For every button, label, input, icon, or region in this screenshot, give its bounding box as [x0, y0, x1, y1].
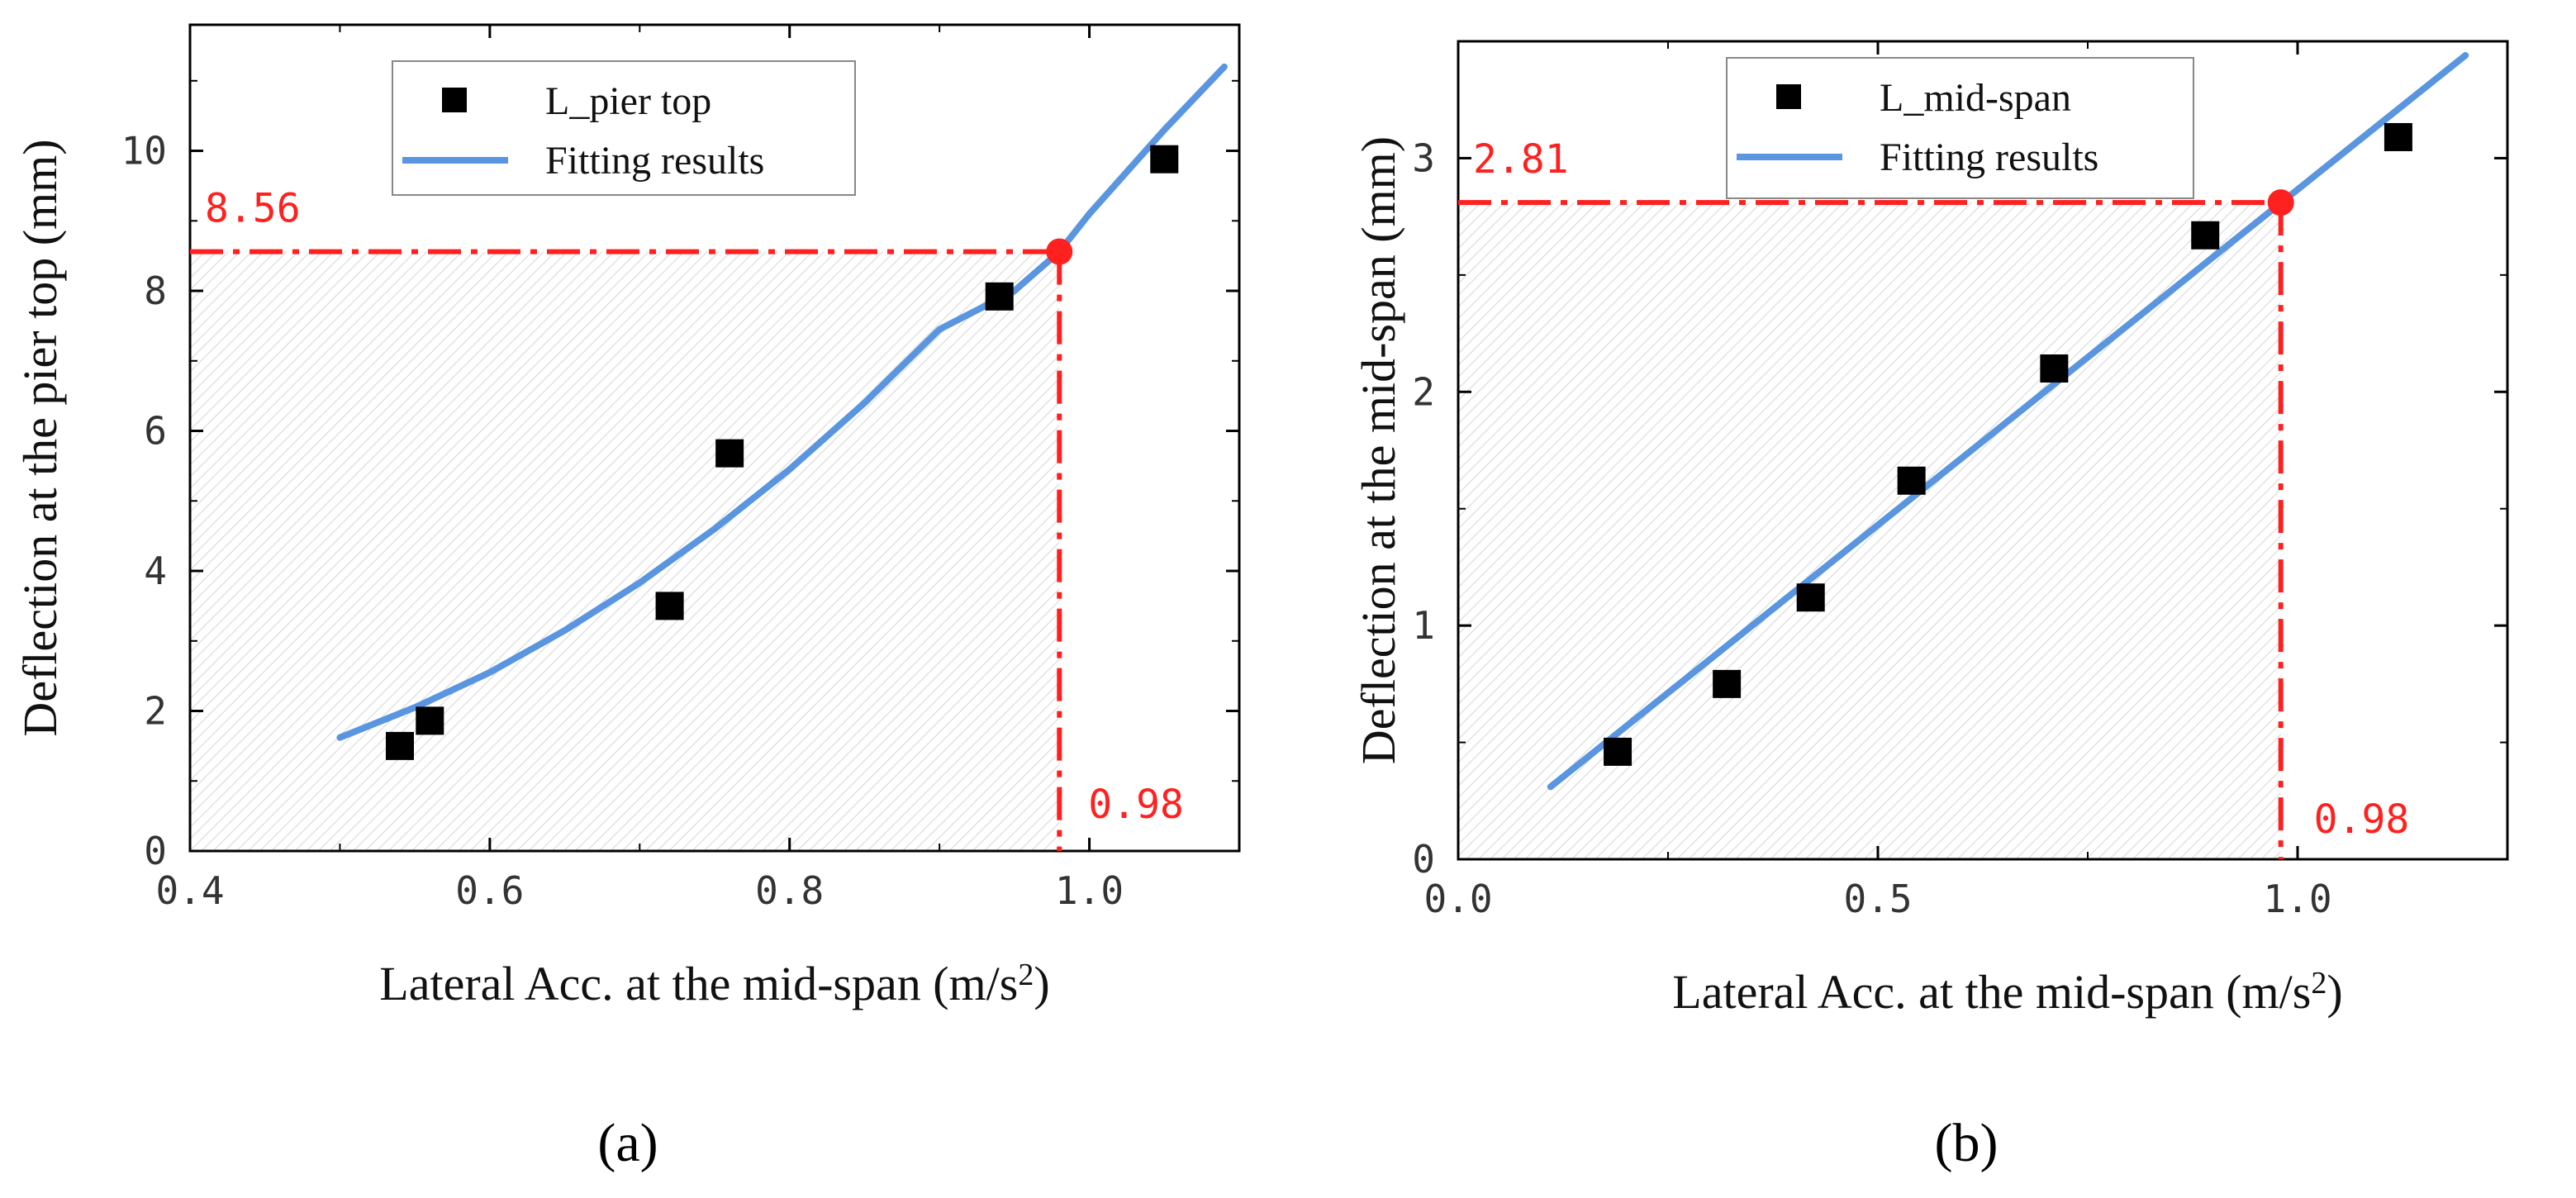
- x-tick-label: 0.4: [155, 868, 224, 913]
- data-point-marker: [655, 592, 684, 620]
- data-point-marker: [1713, 669, 1742, 698]
- y-tick-label: 1: [1412, 603, 1435, 648]
- y-tick-label: 0: [144, 829, 167, 873]
- fit-line: [336, 63, 1228, 741]
- data-point-marker: [2191, 221, 2220, 250]
- legend: L_mid-span Fitting results: [1726, 57, 2194, 199]
- legend-entry-label: L_pier top: [545, 79, 711, 123]
- y-tick-label: 10: [121, 129, 167, 174]
- x-axis-label: Lateral Acc. at the mid-span (m/s2): [1672, 965, 2342, 1019]
- x-tick-label: 0.5: [1843, 877, 1912, 921]
- legend: L_pier top Fitting results: [392, 60, 856, 196]
- data-point-marker: [985, 282, 1014, 311]
- legend-marker-swatch: [1776, 84, 1801, 109]
- x-tick-label: 0.6: [455, 868, 524, 913]
- y-tick-label: 2: [144, 689, 167, 734]
- chart-panel-a: 0.4 0.6 0.8 1.0 0 2 4 6 8 10 8.56 0.98 L_pier top Fit…: [13, 23, 1241, 1010]
- y-tick-label: 3: [1412, 135, 1435, 180]
- highlight-y-annotation: 8.56: [205, 186, 301, 232]
- data-point-marker: [1796, 583, 1825, 612]
- y-axis-label: Deflection at the mid-span (mm): [1352, 136, 1405, 764]
- highlight-x-annotation: 0.98: [2314, 796, 2410, 843]
- plot-frame: [1457, 40, 2509, 861]
- panel-a-label: (a): [597, 1113, 658, 1173]
- legend-marker-swatch: [442, 88, 467, 112]
- chart-panel-b: 0.0 0.5 1.0 0 1 2 3 2.81 0.98 L_mid-span Fitting r…: [1352, 40, 2509, 1019]
- highlight-x-annotation: 0.98: [1088, 782, 1184, 828]
- x-tick-label: 1.0: [2263, 877, 2331, 921]
- x-axis-label: Lateral Acc. at the mid-span (m/s2): [379, 957, 1049, 1010]
- legend-box: [392, 60, 856, 196]
- data-point-marker: [715, 439, 744, 468]
- highlight-point: [1046, 238, 1073, 265]
- x-tick-label: 0.8: [755, 868, 824, 913]
- legend-entry-label: Fitting results: [1880, 135, 2098, 179]
- data-point-marker: [2040, 354, 2069, 383]
- panel-b-label: (b): [1935, 1113, 1999, 1173]
- data-point-marker: [1604, 737, 1633, 766]
- y-tick-label: 0: [1412, 837, 1435, 882]
- x-tick-label: 0.0: [1423, 877, 1492, 921]
- data-point-marker: [416, 706, 444, 735]
- fit-line: [1547, 51, 2469, 791]
- y-axis-label: Deflection at the pier top (mm): [13, 139, 67, 736]
- data-point-marker: [2384, 122, 2412, 151]
- legend-entry-label: L_mid-span: [1880, 76, 2071, 120]
- plot-frame: [188, 23, 1241, 853]
- highlight-y-annotation: 2.81: [1473, 136, 1569, 183]
- y-tick-label: 4: [144, 549, 167, 593]
- legend-box: [1726, 57, 2194, 199]
- y-tick-label: 2: [1412, 369, 1435, 414]
- y-tick-label: 6: [144, 409, 167, 454]
- data-point-marker: [1897, 466, 1926, 495]
- data-point-marker: [1150, 145, 1179, 174]
- data-point-marker: [386, 731, 414, 760]
- highlight-point: [2267, 189, 2294, 216]
- legend-entry-label: Fitting results: [545, 139, 764, 183]
- y-tick-label: 8: [144, 269, 167, 313]
- x-tick-label: 1.0: [1055, 868, 1124, 913]
